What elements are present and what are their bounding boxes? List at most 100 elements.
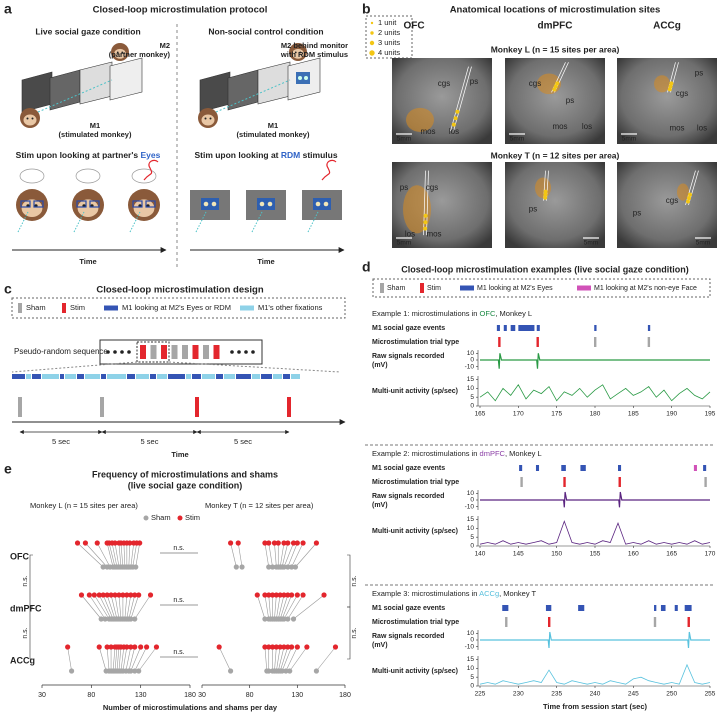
gaze-trace — [251, 211, 263, 233]
pair-line — [132, 542, 138, 568]
pair-line — [106, 594, 116, 620]
pair-line — [287, 542, 298, 568]
x-axis-label: Time from session start (sec) — [543, 702, 648, 711]
sulcus-label: cgs — [676, 89, 688, 98]
sham-dot — [285, 564, 291, 570]
pair-line — [291, 542, 304, 568]
site-region — [677, 183, 689, 201]
fixation-segment — [12, 374, 25, 379]
pair-line — [116, 646, 120, 672]
site-dot — [543, 189, 548, 194]
x-tick-label: 255 — [705, 691, 716, 698]
pair-line — [128, 594, 136, 620]
pair-line — [106, 646, 110, 672]
ns-label: n.s. — [22, 627, 29, 638]
stim-dot — [281, 540, 287, 546]
trial-marker — [594, 337, 597, 347]
gaze-event — [502, 605, 509, 611]
gaze-trace — [195, 211, 207, 233]
monkey-label: Monkey T (n = 12 sites per area) — [205, 501, 314, 510]
stim-dot — [147, 592, 154, 598]
panel-title: Closed-loop microstimulation design — [96, 285, 264, 296]
mri-image — [617, 162, 717, 248]
stim-dot — [100, 592, 106, 598]
x-tick-label: 190 — [666, 411, 677, 418]
sulcus-label: ps — [695, 69, 703, 78]
pair-line — [257, 594, 266, 620]
gaze-event — [674, 605, 678, 611]
pair-line — [81, 594, 102, 620]
monkey-face — [292, 48, 304, 59]
sulcus-label: ps — [566, 96, 574, 105]
rdm-dot — [298, 76, 302, 80]
sham-dot — [279, 668, 285, 674]
pair-line — [89, 594, 106, 620]
stim-rule: Stim upon looking at RDM stimulus — [194, 150, 337, 160]
ns-label: n.s. — [173, 649, 184, 656]
stim-dot — [228, 540, 234, 546]
sequence-trial — [213, 345, 220, 359]
pair-line — [134, 646, 147, 672]
sequence-trial — [192, 345, 199, 359]
panel-title: Closed-loop microstimulation examples (l… — [401, 264, 689, 274]
glasses — [132, 200, 143, 208]
pair-line — [285, 646, 298, 672]
sham-dot — [290, 616, 297, 622]
gaze-event — [510, 325, 516, 331]
sulcus-label: cgs — [426, 183, 438, 192]
label-m1: M1 — [268, 121, 278, 130]
sham-dot — [292, 564, 299, 570]
gaze-trace — [73, 211, 85, 233]
sham-dot — [233, 564, 239, 570]
rdm-dot — [203, 201, 209, 207]
site-dot — [423, 213, 428, 218]
raw-trace — [480, 491, 710, 508]
stim-dot — [74, 540, 81, 546]
area-label: ACCg — [10, 655, 35, 665]
pair-line — [134, 594, 151, 620]
pair-line — [96, 542, 111, 568]
fixation-segment — [77, 374, 84, 379]
example-title-part: OFC — [480, 309, 496, 318]
sig-bracket — [347, 554, 351, 608]
glasses — [33, 200, 44, 208]
legend-label: 1 unit — [378, 18, 397, 27]
y-tick-label: 0 — [470, 637, 474, 644]
sequence-trial — [140, 345, 146, 359]
site-dot — [423, 226, 428, 231]
ellipsis-dot — [120, 350, 124, 354]
site-dot — [455, 109, 460, 114]
stim-dot — [254, 592, 260, 598]
pair-line — [316, 646, 336, 672]
pair-line — [279, 646, 289, 672]
fixation-segment — [127, 374, 135, 379]
ellipsis-dot — [237, 350, 241, 354]
trial-marker — [287, 397, 291, 417]
gaze-event — [536, 325, 540, 331]
pair-line — [120, 646, 125, 672]
y-tick-label: 10 — [467, 630, 475, 637]
sequence-trial — [161, 345, 167, 359]
sham-dot — [266, 668, 272, 674]
legend-label: 2 units — [378, 28, 400, 37]
stim-dot — [285, 592, 291, 598]
fixation-segment — [202, 374, 215, 379]
sham-dot — [133, 564, 139, 570]
fixation-segment — [85, 374, 100, 379]
fixation-segment — [273, 374, 282, 379]
site-dot — [668, 84, 673, 89]
electrode-track — [685, 170, 696, 206]
site-dot — [453, 116, 458, 121]
gaze-event — [496, 325, 500, 331]
monkey-eye — [121, 51, 124, 54]
stim-dot — [273, 644, 279, 650]
pair-line — [98, 646, 107, 672]
panel-letter: b — [362, 1, 371, 17]
legend-label: Sham — [387, 285, 405, 292]
pair-line — [128, 646, 136, 672]
stim-dot — [128, 644, 134, 650]
monitor — [49, 69, 81, 111]
y-tick-label: 0 — [470, 403, 474, 410]
monkey-eye — [116, 51, 119, 54]
